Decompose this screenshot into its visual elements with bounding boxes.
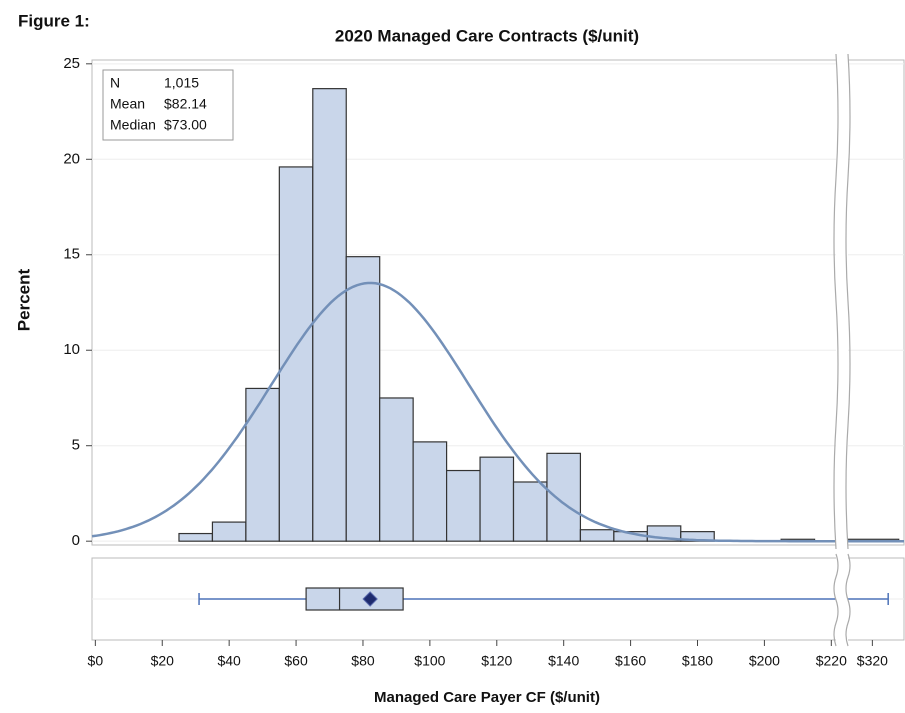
plot-frame	[91, 59, 905, 546]
x-tick-label: $320	[857, 653, 888, 669]
normal-curve	[91, 281, 904, 543]
stats-label: Median	[110, 117, 156, 133]
axis-break-gap	[836, 54, 848, 549]
x-tick-label: $220	[816, 653, 847, 669]
x-tick-label: $80	[351, 653, 375, 669]
y-tick-label: 15	[63, 246, 80, 263]
axis-break	[845, 53, 851, 550]
x-tick-label: $0	[88, 653, 104, 669]
chart-title: 2020 Managed Care Contracts ($/unit)	[335, 26, 639, 45]
stats-value: 1,015	[164, 75, 199, 91]
x-tick-label: $60	[284, 653, 308, 669]
histogram-bar	[412, 441, 448, 542]
y-tick-label: 20	[63, 150, 80, 167]
x-tick-label: $40	[217, 653, 241, 669]
axis-break	[845, 553, 851, 647]
x-tick-label: $200	[749, 653, 780, 669]
histogram-bar	[211, 521, 247, 542]
x-axis-label: Managed Care Payer CF ($/unit)	[374, 689, 600, 706]
histogram-bar	[345, 256, 381, 542]
stats-value: $73.00	[164, 117, 207, 133]
histogram-bar	[446, 469, 481, 542]
x-tick-label: $160	[615, 653, 646, 669]
x-tick-label: $100	[414, 653, 445, 669]
histogram-bar	[379, 397, 414, 542]
x-tick-label: $140	[548, 653, 579, 669]
y-tick-label: 5	[72, 437, 80, 454]
axis-break	[833, 553, 839, 647]
stats-label: N	[110, 75, 120, 91]
y-tick-label: 10	[63, 341, 80, 358]
axis-break-gap	[836, 554, 848, 646]
box	[305, 587, 404, 611]
histogram-bar	[512, 481, 548, 542]
histogram-bar	[278, 166, 314, 542]
stats-value: $82.14	[164, 96, 207, 112]
y-axis-label: Percent	[14, 268, 33, 331]
axis-break	[833, 53, 839, 550]
stats-box	[102, 69, 234, 141]
x-tick-label: $20	[151, 653, 175, 669]
x-tick-label: $180	[682, 653, 713, 669]
histogram-bar	[479, 456, 515, 542]
y-tick-label: 25	[63, 55, 80, 72]
stats-label: Mean	[110, 96, 145, 112]
figure-label: Figure 1:	[18, 11, 90, 30]
y-tick-label: 0	[72, 532, 80, 549]
histogram-bar	[579, 529, 615, 542]
x-tick-label: $120	[481, 653, 512, 669]
histogram-bar	[178, 532, 214, 542]
mean-marker	[362, 591, 378, 607]
histogram-bar	[546, 452, 582, 542]
histogram-bar	[245, 387, 280, 542]
